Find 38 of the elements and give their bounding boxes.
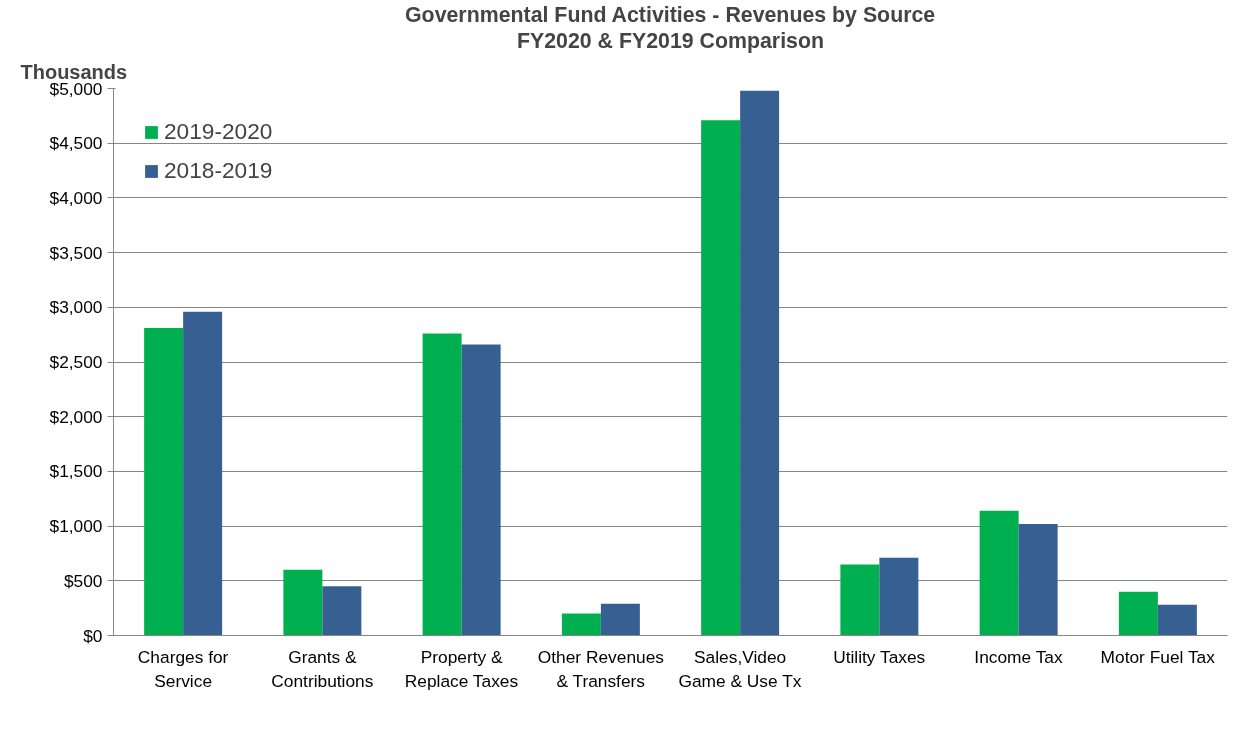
bar — [1118, 591, 1158, 636]
bar — [701, 120, 741, 636]
bar — [183, 311, 223, 636]
y-tick-label: $0 — [83, 625, 103, 646]
x-tick-label: Charges for Service — [137, 646, 229, 691]
chart-title: Governmental Fund Activities - Revenues by Source — [405, 2, 936, 27]
bar — [144, 328, 184, 636]
x-tick-label: Utility Taxes — [833, 646, 926, 667]
bar — [1157, 604, 1197, 636]
bar — [600, 603, 640, 636]
bar — [1018, 523, 1058, 636]
y-tick-label: $500 — [63, 570, 103, 591]
x-tick-label: Other Revenues & Transfers — [537, 646, 665, 691]
bar — [740, 90, 780, 636]
legend-label: 2018-2019 — [164, 157, 273, 184]
y-tick-label: $4,500 — [49, 133, 103, 154]
y-tick-label: $2,500 — [49, 352, 103, 372]
bar — [979, 510, 1019, 636]
bar — [283, 569, 323, 636]
bar — [561, 613, 601, 636]
y-tick-label: $4,000 — [49, 187, 103, 208]
bar — [422, 333, 462, 636]
x-tick-label: Property & Replace Taxes — [404, 646, 519, 691]
y-tick-label: $3,000 — [49, 297, 103, 318]
bar — [461, 344, 501, 636]
legend-label: 2019-2020 — [164, 118, 273, 145]
bar — [840, 564, 880, 636]
y-tick-label: $1,500 — [49, 461, 103, 482]
x-tick-label: Sales,Video Game & Use Tx — [678, 646, 802, 691]
bar — [322, 586, 362, 636]
y-tick-label: $2,000 — [49, 406, 103, 427]
y-tick-label: $3,500 — [49, 242, 103, 263]
x-tick-label: Motor Fuel Tax — [1100, 646, 1216, 667]
chart-subtitle: FY2020 & FY2019 Comparison — [517, 28, 825, 53]
y-tick-label: $1,000 — [49, 516, 103, 537]
x-tick-label: Grants & Contributions — [271, 646, 374, 691]
bar — [879, 557, 919, 636]
x-tick-label: Income Tax — [974, 646, 1063, 667]
